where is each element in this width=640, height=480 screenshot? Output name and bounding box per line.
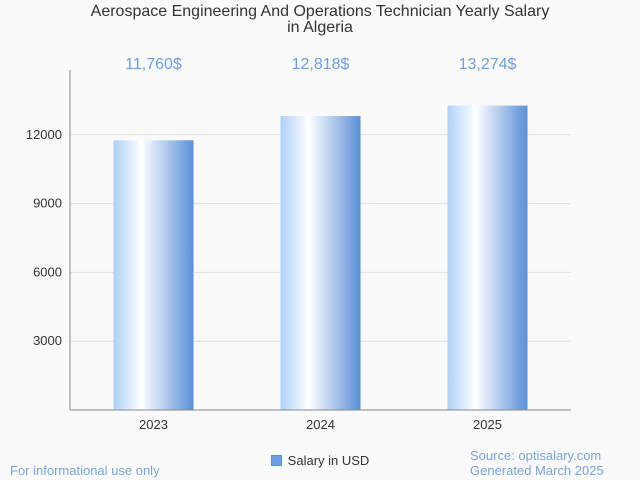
source-info: Source: optisalary.com Generated March 2… xyxy=(470,448,604,478)
value-label-2023: 11,760$ xyxy=(125,56,182,73)
axes xyxy=(69,70,571,411)
x-tick-label-2025: 2025 xyxy=(473,417,502,432)
y-tick-label-3000: 3000 xyxy=(33,333,62,348)
legend-label: Salary in USD xyxy=(287,453,370,469)
value-label-2024: 12,818$ xyxy=(292,56,350,73)
labels: 3000 6000 9000 12000 11,760$ 2023 12,818$ 2024 1… xyxy=(26,56,517,432)
y-tick-label-9000: 9000 xyxy=(33,196,62,211)
disclaimer-text: For informational use only xyxy=(10,463,160,478)
chart-title-line-2: in Algeria xyxy=(287,19,353,36)
legend: Salary in USD xyxy=(0,452,640,468)
legend-swatch xyxy=(270,455,282,467)
bar-2023 xyxy=(113,140,194,410)
value-label-2025: 13,274$ xyxy=(459,56,517,73)
x-tick-label-2024: 2024 xyxy=(306,417,335,432)
y-tick-label-12000: 12000 xyxy=(26,127,62,142)
source-text: Source: optisalary.com xyxy=(470,448,602,463)
chart-title-line-1: Aerospace Engineering And Operations Tec… xyxy=(90,3,550,20)
generated-text: Generated March 2025 xyxy=(470,463,604,478)
y-tick-label-6000: 6000 xyxy=(33,264,62,279)
x-tick-label-2023: 2023 xyxy=(139,417,168,432)
bar-2024 xyxy=(280,116,361,411)
bar-2025 xyxy=(447,105,528,410)
chart-title: Aerospace Engineering And Operations Tec… xyxy=(0,4,640,36)
bars xyxy=(113,105,528,411)
